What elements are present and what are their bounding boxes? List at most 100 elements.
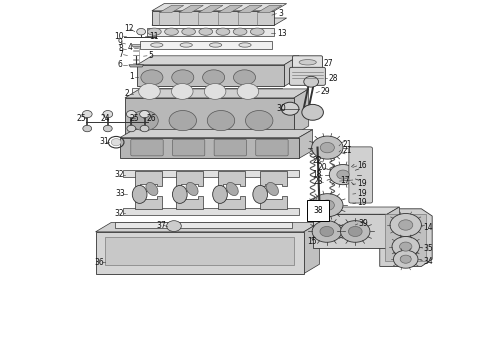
Text: 2: 2 — [124, 89, 129, 98]
Ellipse shape — [213, 185, 227, 203]
Ellipse shape — [147, 28, 161, 35]
Polygon shape — [120, 130, 313, 138]
Text: 37: 37 — [157, 221, 167, 230]
Polygon shape — [105, 237, 294, 265]
Polygon shape — [218, 196, 245, 209]
Ellipse shape — [203, 70, 224, 85]
Text: 39: 39 — [359, 219, 368, 228]
Text: 19: 19 — [357, 198, 367, 207]
FancyBboxPatch shape — [290, 67, 325, 85]
Text: 23: 23 — [314, 177, 323, 186]
Circle shape — [392, 237, 419, 257]
Polygon shape — [299, 130, 313, 158]
Text: 36: 36 — [94, 258, 104, 266]
Circle shape — [103, 111, 113, 118]
Ellipse shape — [172, 185, 187, 203]
Polygon shape — [147, 28, 274, 36]
Text: 16: 16 — [358, 161, 368, 170]
Polygon shape — [120, 138, 299, 158]
Circle shape — [393, 250, 418, 268]
Polygon shape — [179, 5, 203, 13]
Text: 6: 6 — [117, 60, 122, 69]
Text: 19: 19 — [357, 179, 367, 188]
Text: 19: 19 — [357, 189, 367, 198]
Polygon shape — [238, 5, 262, 13]
Circle shape — [172, 84, 193, 99]
Text: 18: 18 — [312, 170, 321, 179]
Polygon shape — [218, 171, 245, 186]
Circle shape — [302, 104, 323, 120]
Polygon shape — [385, 214, 426, 261]
Circle shape — [320, 200, 334, 210]
Text: 27: 27 — [323, 59, 333, 68]
Ellipse shape — [239, 43, 251, 47]
Circle shape — [281, 102, 299, 115]
Circle shape — [399, 220, 413, 230]
Ellipse shape — [182, 28, 196, 35]
Ellipse shape — [210, 43, 221, 47]
Circle shape — [245, 111, 273, 131]
Circle shape — [140, 111, 149, 118]
Polygon shape — [176, 196, 203, 209]
Text: 38: 38 — [314, 206, 323, 215]
Text: 21: 21 — [342, 146, 351, 155]
Circle shape — [304, 76, 318, 87]
Circle shape — [400, 255, 411, 263]
Ellipse shape — [253, 185, 268, 203]
Circle shape — [390, 213, 421, 237]
Polygon shape — [132, 88, 282, 94]
Polygon shape — [137, 65, 284, 86]
Ellipse shape — [146, 183, 158, 195]
Text: 14: 14 — [423, 222, 433, 232]
Ellipse shape — [299, 60, 317, 65]
Text: 26: 26 — [146, 114, 156, 122]
Text: 34: 34 — [423, 257, 433, 266]
Text: 4: 4 — [127, 43, 132, 52]
Ellipse shape — [151, 43, 163, 47]
Text: 20: 20 — [317, 163, 327, 172]
Text: 30: 30 — [277, 104, 287, 113]
Ellipse shape — [165, 28, 178, 35]
Ellipse shape — [226, 183, 238, 195]
Polygon shape — [115, 222, 292, 228]
Polygon shape — [284, 56, 299, 86]
Polygon shape — [135, 196, 162, 209]
Polygon shape — [152, 11, 274, 25]
Ellipse shape — [180, 43, 192, 47]
Ellipse shape — [132, 185, 147, 203]
Text: 24: 24 — [100, 114, 110, 122]
Polygon shape — [313, 214, 387, 248]
Text: 29: 29 — [321, 87, 331, 96]
Polygon shape — [96, 232, 304, 274]
Circle shape — [348, 226, 362, 237]
FancyBboxPatch shape — [172, 139, 205, 156]
FancyBboxPatch shape — [256, 139, 288, 156]
FancyBboxPatch shape — [349, 147, 372, 203]
Circle shape — [399, 242, 412, 251]
Circle shape — [126, 111, 136, 118]
Polygon shape — [125, 98, 294, 135]
Text: 21: 21 — [342, 140, 351, 149]
Text: 7: 7 — [118, 50, 123, 59]
Ellipse shape — [141, 70, 163, 85]
Text: 15: 15 — [307, 237, 317, 246]
Circle shape — [312, 194, 343, 217]
Polygon shape — [132, 44, 140, 46]
Polygon shape — [122, 208, 299, 215]
Circle shape — [237, 84, 259, 99]
Circle shape — [169, 111, 196, 131]
Polygon shape — [260, 196, 287, 209]
Circle shape — [320, 143, 334, 153]
Circle shape — [137, 28, 146, 35]
Text: 8: 8 — [118, 44, 123, 53]
Circle shape — [131, 111, 158, 131]
Polygon shape — [96, 222, 319, 232]
Ellipse shape — [199, 28, 213, 35]
Text: 10: 10 — [115, 32, 124, 41]
Circle shape — [139, 84, 160, 99]
Polygon shape — [387, 207, 399, 248]
Circle shape — [207, 111, 235, 131]
Polygon shape — [140, 41, 272, 49]
Polygon shape — [176, 171, 203, 186]
Circle shape — [82, 111, 92, 118]
